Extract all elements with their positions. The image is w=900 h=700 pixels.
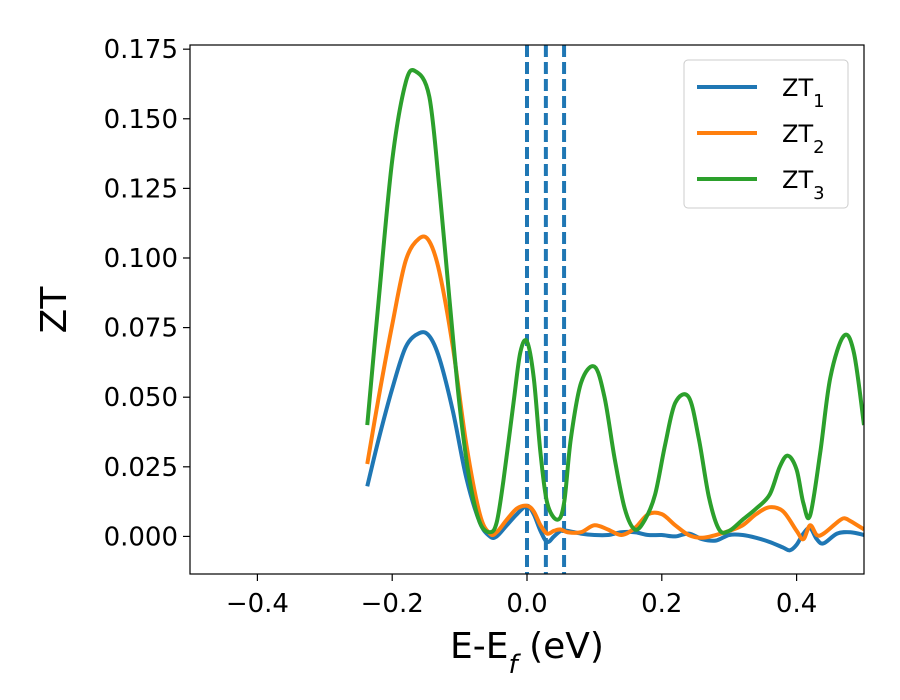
fermi-lines xyxy=(525,45,567,574)
series-line-zt3 xyxy=(365,68,864,535)
x-tick-label: −0.2 xyxy=(361,589,424,619)
legend-label-zt3: ZT3 xyxy=(782,166,825,204)
x-tick-label: 0.0 xyxy=(506,589,547,619)
y-axis-title: ZT xyxy=(34,286,75,334)
y-tick-label: 0.075 xyxy=(104,314,178,344)
x-axis: −0.4 −0.2 0.0 0.2 0.4 xyxy=(226,574,817,619)
x-tick-label: 0.4 xyxy=(776,589,817,619)
y-tick-label: 0.150 xyxy=(104,105,178,135)
y-tick-label: 0.050 xyxy=(104,383,178,413)
series-line-zt1 xyxy=(365,330,864,553)
y-axis: 0.000 0.025 0.050 0.075 0.100 0.125 0.150 0.175 xyxy=(104,35,190,552)
y-tick-label: 0.100 xyxy=(104,244,178,274)
legend-label-zt1: ZT1 xyxy=(782,74,825,112)
y-tick-label: 0.125 xyxy=(104,174,178,204)
y-tick-label: 0.175 xyxy=(104,35,178,65)
x-axis-title: E-Ef (eV) xyxy=(450,626,604,680)
legend: ZT1 ZT2 ZT3 xyxy=(683,59,849,209)
data-series xyxy=(365,68,864,553)
legend-label-zt2: ZT2 xyxy=(782,120,825,158)
x-tick-label: −0.4 xyxy=(226,589,289,619)
x-tick-label: 0.2 xyxy=(641,589,682,619)
y-tick-label: 0.025 xyxy=(104,453,178,483)
y-tick-label: 0.000 xyxy=(104,522,178,552)
legend-box xyxy=(683,59,849,209)
